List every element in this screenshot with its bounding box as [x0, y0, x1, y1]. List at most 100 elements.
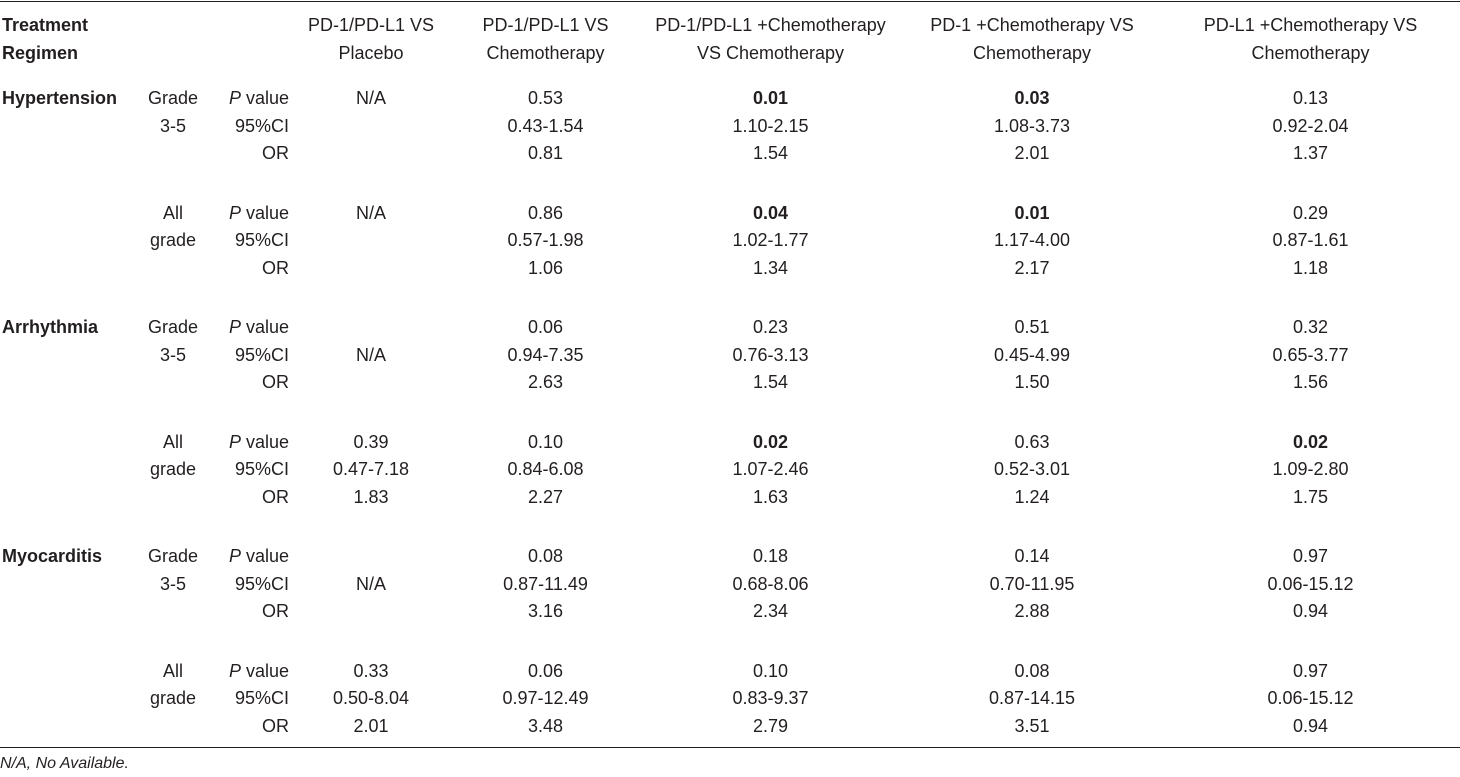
value-cell: 0.18 0.68-8.06 2.34	[638, 543, 903, 658]
row-category: Arrhythmia	[2, 317, 99, 337]
grade-label-line: Grade	[147, 88, 199, 108]
or-value: 1.37	[1292, 143, 1329, 163]
or-value: 2.01	[1014, 143, 1050, 163]
value-cell: 0.32 0.65-3.77 1.56	[1161, 314, 1460, 429]
header-stat-spacer	[206, 2, 289, 85]
row-category	[0, 429, 140, 544]
p-value	[289, 314, 453, 342]
p-italic: P	[228, 317, 241, 337]
or-value: 2.88	[1014, 601, 1050, 621]
table-row: Hypertension Grade 3-5 P value 95%CI OR N/A 0.5…	[0, 85, 1460, 200]
value-cell: 0.06 0.97-12.49 3.48	[453, 658, 638, 773]
p-value: 0.97	[1292, 546, 1329, 566]
ci-value: 0.84-6.08	[507, 459, 584, 479]
p-value: 0.02	[752, 431, 789, 452]
p-value: 0.10	[752, 660, 789, 681]
p-value: N/A	[355, 88, 386, 108]
p-value: 0.01	[752, 88, 789, 108]
p-rest: value	[240, 431, 289, 452]
or-value: 1.18	[1292, 257, 1329, 278]
value-cell: 0.97 0.06-15.12 0.94	[1161, 658, 1460, 773]
header-col-5: PD-L1 +Chemotherapy VS Chemotherapy	[1203, 15, 1418, 63]
value-cell: 0.51 0.45-4.99 1.50	[903, 314, 1161, 429]
p-value: 0.23	[752, 317, 789, 337]
value-cell: 0.53 0.43-1.54 0.81	[453, 85, 638, 200]
header-grade-spacer	[140, 2, 206, 85]
header-col-1: PD-1/PD-L1 VS Placebo	[307, 15, 435, 63]
ci-value: 0.92-2.04	[1272, 115, 1349, 136]
or-value: 1.56	[1292, 372, 1329, 392]
or-label: OR	[262, 715, 289, 736]
ci-value: 0.83-9.37	[732, 688, 809, 708]
header-col-4: PD-1 +Chemotherapy VS Chemotherapy	[930, 15, 1134, 63]
p-value: 0.63	[1014, 431, 1050, 452]
value-cell: 0.14 0.70-11.95 2.88	[903, 543, 1161, 658]
value-cell: 0.63 0.52-3.01 1.24	[903, 429, 1161, 544]
table-row: All grade P value 95%CI OR 0.39 0.47-7.18 1.83 0…	[0, 429, 1460, 544]
ci-value: 0.50-8.04	[332, 688, 410, 708]
value-cell: 0.39 0.47-7.18 1.83	[289, 429, 453, 544]
p-value: 0.97	[1292, 660, 1329, 681]
p-value: 0.02	[1292, 431, 1329, 452]
or-value: 2.63	[527, 372, 564, 392]
ci-value	[289, 113, 453, 141]
p-rest: value	[240, 660, 289, 681]
p-value: 0.33	[353, 660, 389, 681]
header-treatment-regimen: Treatment Regimen	[2, 15, 89, 63]
grade-label-line: All	[162, 431, 183, 452]
or-value	[289, 598, 453, 626]
row-category: Myocarditis	[2, 546, 103, 566]
or-value: 1.06	[527, 257, 564, 278]
value-cell: N/A	[289, 543, 453, 658]
value-cell: N/A	[289, 200, 453, 315]
grade-label-line: Grade	[147, 546, 199, 566]
or-value: 1.54	[752, 372, 789, 392]
row-stat-labels: P value 95%CI OR	[206, 429, 289, 544]
ci-value: 1.17-4.00	[993, 230, 1071, 250]
p-value: 0.51	[1014, 317, 1050, 337]
or-value: 1.50	[1014, 372, 1050, 392]
value-cell: 0.03 1.08-3.73 2.01	[903, 85, 1161, 200]
ci-value: 0.76-3.13	[732, 344, 809, 365]
value-cell: 0.06 0.94-7.35 2.63	[453, 314, 638, 429]
or-value: 3.48	[527, 715, 564, 736]
ci-value: 1.10-2.15	[732, 115, 809, 136]
p-value: N/A	[355, 202, 386, 223]
row-grade: All grade	[140, 658, 206, 773]
p-value: 0.13	[1292, 88, 1329, 108]
p-rest: value	[240, 546, 289, 566]
ci-value: 0.65-3.77	[1272, 344, 1349, 365]
or-value: 1.24	[1014, 486, 1050, 507]
ci-value: 0.87-1.61	[1272, 230, 1349, 250]
value-cell: 0.01 1.17-4.00 2.17	[903, 200, 1161, 315]
ci-value: 0.70-11.95	[989, 573, 1075, 594]
p-value-label: P value	[206, 314, 289, 342]
bottom-rule	[0, 747, 1460, 748]
header-col-3: PD-1/PD-L1 +Chemotherapy VS Chemotherapy	[655, 15, 886, 63]
value-cell: 0.10 0.84-6.08 2.27	[453, 429, 638, 544]
value-cell: 0.08 0.87-11.49 3.16	[453, 543, 638, 658]
p-value: 0.06	[527, 317, 564, 337]
ci-value: 1.08-3.73	[993, 115, 1071, 136]
or-value: 2.27	[527, 486, 564, 507]
value-cell: 0.33 0.50-8.04 2.01	[289, 658, 453, 773]
top-rule	[0, 1, 1460, 2]
p-rest: value	[240, 88, 289, 108]
p-value	[289, 543, 453, 571]
or-value: 1.63	[752, 486, 789, 507]
p-value-label: P value	[206, 429, 289, 457]
or-value: 2.79	[752, 715, 789, 736]
p-value: 0.14	[1014, 546, 1050, 566]
row-stat-labels: P value 95%CI OR	[206, 200, 289, 315]
ci-value: 1.02-1.77	[732, 230, 809, 250]
grade-label-line: 3-5	[159, 344, 186, 365]
ci-value: 0.06-15.12	[1267, 573, 1354, 594]
value-cell: 0.29 0.87-1.61 1.18	[1161, 200, 1460, 315]
row-category	[0, 200, 140, 315]
ci-value: 0.06-15.12	[1267, 688, 1354, 708]
grade-label-line: All	[162, 202, 183, 223]
ci-label: 95%CI	[234, 573, 289, 594]
p-rest: value	[240, 317, 289, 337]
